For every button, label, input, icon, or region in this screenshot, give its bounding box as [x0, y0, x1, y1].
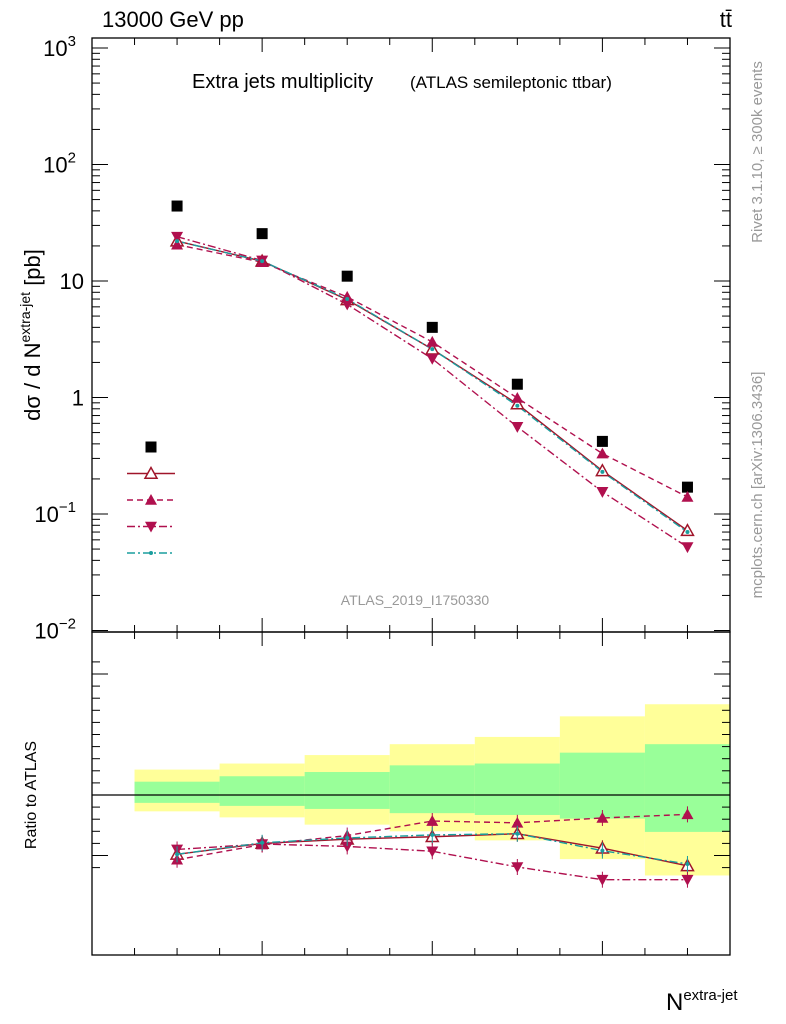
- legend-marker-1: [143, 465, 159, 480]
- main-point-series-0: [596, 435, 608, 447]
- ratio-point-series-1: [681, 808, 694, 820]
- main-series-line-2: [176, 243, 688, 498]
- ratio-point-series-1: [426, 815, 439, 826]
- main-point-series-2: [681, 490, 694, 502]
- ratio-point-series-2: [341, 841, 354, 853]
- main-point-series-3: [511, 422, 524, 433]
- main-point-series-0: [256, 228, 268, 240]
- ratio-point-series-3: [345, 835, 350, 840]
- y-axis-label-ratio: Ratio to ATLAS: [23, 741, 40, 849]
- ratio-axis-ticks: [91, 632, 730, 955]
- ratio-point-series-1: [511, 816, 524, 828]
- main-point-series-4: [685, 530, 690, 535]
- energy-label: 13000 GeV pp: [102, 7, 244, 32]
- mcplots-site-label: mcplots.cern.ch [arXiv:1306.3436]: [749, 372, 766, 599]
- main-point-series-4: [345, 297, 350, 302]
- legend-marker-3: [145, 521, 157, 533]
- main-series-line-3: [176, 236, 688, 548]
- main-point-series-4: [260, 259, 265, 264]
- rivet-version-label: Rivet 3.1.10, ≥ 300k events: [749, 61, 766, 243]
- main-panel: 10−2 10−1 1 10 102 103 Extra jets multiplicit…: [34, 33, 731, 644]
- ratio-point-series-2: [426, 846, 439, 858]
- main-y-tick-label: 10−2: [34, 616, 76, 644]
- main-point-series-2: [426, 335, 439, 347]
- main-y-tick-label: 10: [60, 269, 84, 294]
- main-series-line-4: [176, 240, 688, 533]
- main-y-tick-label: 102: [43, 150, 76, 178]
- legend: [127, 441, 175, 555]
- ratio-point-series-3: [175, 852, 180, 857]
- ratio-band-green: [474, 763, 560, 815]
- chart-subtitle: (ATLAS semileptonic ttbar): [410, 73, 612, 92]
- main-point-series-0: [511, 378, 523, 390]
- main-point-series-3: [426, 353, 439, 365]
- main-frame: [91, 37, 731, 633]
- y-axis-label-main: dσ / d Nextra-jet [pb]: [17, 249, 45, 421]
- main-y-tick-label: 103: [43, 33, 76, 61]
- main-point-series-3: [341, 299, 354, 311]
- ratio-point-series-2: [596, 874, 609, 886]
- ratio-band-green: [389, 765, 475, 814]
- main-axis-ticks: 10−2 10−1 1 10 102 103: [34, 33, 730, 644]
- ratio-point-series-3: [515, 831, 520, 836]
- ratio-data-layer: [169, 806, 695, 888]
- analysis-id: ATLAS_2019_I1750330: [341, 592, 490, 608]
- main-point-series-4: [430, 347, 435, 352]
- main-point-series-0: [426, 321, 438, 333]
- legend-marker-2: [145, 494, 157, 505]
- chart-title: Extra jets multiplicity: [192, 71, 373, 93]
- main-point-series-2: [511, 392, 524, 403]
- main-point-series-0: [171, 200, 183, 212]
- main-series-line-1: [176, 240, 688, 532]
- main-point-series-3: [171, 231, 184, 243]
- ratio-point-series-3: [430, 832, 435, 837]
- ratio-band-green: [134, 781, 220, 803]
- main-point-series-0: [341, 270, 353, 282]
- main-y-tick-label: 10−1: [34, 499, 76, 527]
- legend-marker-4: [149, 551, 153, 555]
- ratio-point-series-2: [681, 874, 694, 886]
- ratio-panel: [91, 631, 731, 956]
- main-point-series-4: [175, 239, 180, 244]
- main-point-series-1: [680, 523, 695, 537]
- ratio-band-green: [219, 776, 305, 806]
- ratio-point-series-3: [260, 840, 265, 845]
- legend-marker-0: [145, 441, 157, 453]
- ratio-point-series-2: [511, 862, 524, 873]
- main-point-series-3: [681, 542, 694, 554]
- main-y-tick-label: 1: [72, 386, 84, 411]
- main-point-series-2: [171, 238, 184, 250]
- ratio-frame: [91, 631, 731, 956]
- main-point-series-3: [596, 487, 609, 498]
- main-point-series-2: [341, 290, 354, 302]
- process-label: tt̄: [720, 7, 732, 32]
- ratio-point-series-3: [600, 848, 605, 853]
- ratio-point-series-3: [685, 861, 690, 866]
- main-point-series-4: [600, 469, 605, 474]
- main-point-series-1: [510, 396, 525, 410]
- ratio-uncertainty-bands: [92, 704, 730, 876]
- x-axis-label: Nextra-jet: [666, 987, 738, 1016]
- ratio-band-green: [304, 772, 390, 809]
- main-point-series-4: [515, 403, 520, 408]
- main-data-layer: [169, 200, 695, 554]
- ratio-point-series-1: [596, 811, 609, 823]
- main-point-series-2: [596, 447, 609, 459]
- main-point-series-0: [681, 481, 693, 493]
- ratio-band-green: [559, 752, 645, 819]
